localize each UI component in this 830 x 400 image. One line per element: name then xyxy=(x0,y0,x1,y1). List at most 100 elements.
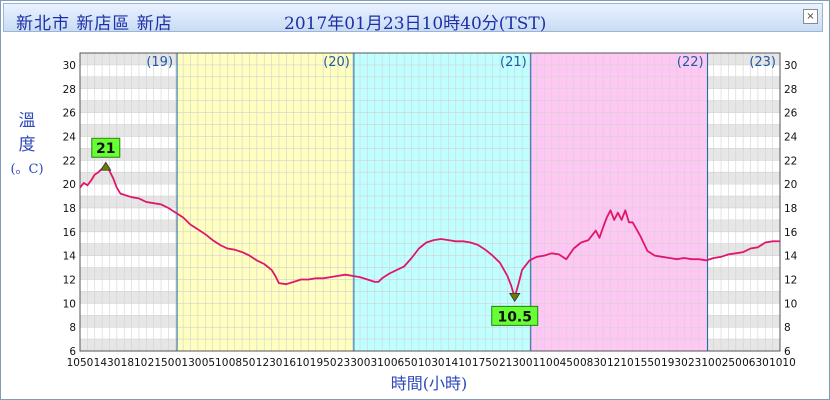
x-tick-label: 0310 xyxy=(364,357,391,369)
x-tick-label: 0510 xyxy=(202,357,229,369)
y-tick-label-left: 14 xyxy=(63,251,77,263)
extreme-pointer xyxy=(100,161,112,171)
day-label: (19) xyxy=(146,55,173,70)
max-temperature-marker: 21 xyxy=(91,137,121,171)
day-band-3 xyxy=(530,53,708,351)
x-tick-label: 1950 xyxy=(310,357,337,369)
y-tick-label-left: 22 xyxy=(63,155,76,167)
x-tick-label: 1930 xyxy=(661,357,688,369)
y-tick-label-left: 20 xyxy=(63,179,76,191)
x-axis-title: 時間(小時) xyxy=(391,374,468,393)
day-band-1 xyxy=(177,53,354,351)
day-band-2 xyxy=(353,53,531,351)
day-label: (20) xyxy=(323,55,350,70)
temperature-series-line xyxy=(79,165,780,299)
x-tick-label: 0450 xyxy=(553,357,580,369)
y-axis-title-char: 度 xyxy=(19,135,36,155)
extreme-label-box xyxy=(91,137,121,158)
y-tick-label-right: 18 xyxy=(784,203,797,215)
band-stripe xyxy=(80,76,178,89)
y-tick-label-left: 28 xyxy=(63,84,76,96)
x-tick-label: 1230 xyxy=(256,357,283,369)
x-tick-label: 1410 xyxy=(445,357,472,369)
y-tick-label-right: 26 xyxy=(784,108,798,120)
x-tick-label: 1030 xyxy=(418,357,445,369)
y-tick-label-left: 16 xyxy=(63,227,77,239)
y-tick-label-right: 10 xyxy=(784,298,797,310)
band-stripe xyxy=(707,53,780,65)
day-label: (21) xyxy=(500,55,527,70)
band-stripe xyxy=(707,76,780,89)
y-tick-label-right: 16 xyxy=(784,227,798,239)
location-title: 新北市 新店區 新店 xyxy=(16,14,173,34)
band-stripe xyxy=(707,315,780,328)
band-stripe xyxy=(707,219,780,232)
band-stripe xyxy=(707,243,780,256)
band-stripe xyxy=(707,172,780,185)
day-label: (23) xyxy=(749,55,776,70)
extreme-label: 21 xyxy=(96,141,115,157)
band-stripe xyxy=(707,339,780,351)
y-tick-label-left: 10 xyxy=(63,298,76,310)
x-tick-label: 1750 xyxy=(472,357,499,369)
band-stripe xyxy=(707,124,780,137)
band-stripe xyxy=(80,53,178,65)
band-stripe xyxy=(707,291,780,304)
y-tick-label-right: 6 xyxy=(784,346,791,358)
y-tick-label-right: 22 xyxy=(784,155,797,167)
y-tick-label-right: 14 xyxy=(784,251,798,263)
band-stripe xyxy=(707,196,780,208)
band-stripe xyxy=(707,148,780,161)
y-tick-label-left: 30 xyxy=(63,60,76,72)
band-stripe xyxy=(80,196,178,208)
min-temperature-marker: 10.5 xyxy=(491,292,539,326)
band-stripe xyxy=(80,291,178,304)
y-tick-label-left: 12 xyxy=(63,274,76,286)
y-axis-unit: (。C) xyxy=(10,162,43,177)
y-tick-label-left: 18 xyxy=(63,203,76,215)
y-tick-label-left: 24 xyxy=(63,131,77,143)
y-tick-label-right: 30 xyxy=(784,60,797,72)
x-tick-label: 2330 xyxy=(337,357,364,369)
extreme-label: 10.5 xyxy=(497,309,532,325)
band-stripe xyxy=(80,148,178,161)
extreme-pointer xyxy=(509,292,521,303)
x-tick-label: 1050 xyxy=(67,357,94,369)
y-axis-title: 溫度 xyxy=(19,111,36,155)
x-tick-label: 1430 xyxy=(94,357,121,369)
timestamp-title: 2017年01月23日10時40分(TST) xyxy=(284,14,547,34)
y-tick-label-right: 12 xyxy=(784,274,797,286)
y-tick-label-left: 26 xyxy=(63,108,77,120)
band-stripe xyxy=(80,100,178,113)
y-tick-label-right: 8 xyxy=(784,322,791,334)
y-tick-label-right: 28 xyxy=(784,84,797,96)
band-stripe xyxy=(80,315,178,328)
title-bar: 新北市 新店區 新店 2017年01月23日10時40分(TST) × xyxy=(3,3,823,34)
x-tick-label: 0650 xyxy=(391,357,418,369)
x-tick-label: 0630 xyxy=(742,357,769,369)
band-stripe xyxy=(80,267,178,280)
x-tick-label: 2150 xyxy=(148,357,175,369)
band-stripe xyxy=(80,124,178,137)
day-label: (22) xyxy=(677,55,704,70)
x-tick-label: 1810 xyxy=(121,357,148,369)
band-stripe xyxy=(80,339,178,351)
x-tick-label: 2130 xyxy=(499,357,526,369)
y-axis-title-char: 溫 xyxy=(19,111,36,131)
x-tick-label: 0130 xyxy=(175,357,202,369)
x-tick-label: 1210 xyxy=(607,357,634,369)
y-tick-label-right: 24 xyxy=(784,131,798,143)
x-tick-label: 1550 xyxy=(634,357,661,369)
x-tick-label: 1010 xyxy=(769,357,796,369)
band-stripe xyxy=(80,219,178,232)
x-tick-label: 0250 xyxy=(715,357,742,369)
band-stripe xyxy=(80,172,178,185)
band-stripe xyxy=(80,243,178,256)
x-tick-label: 2310 xyxy=(688,357,715,369)
y-tick-label-left: 6 xyxy=(69,346,76,358)
x-tick-label: 0830 xyxy=(580,357,607,369)
plot-frame xyxy=(79,52,781,352)
close-button[interactable]: × xyxy=(803,9,818,24)
